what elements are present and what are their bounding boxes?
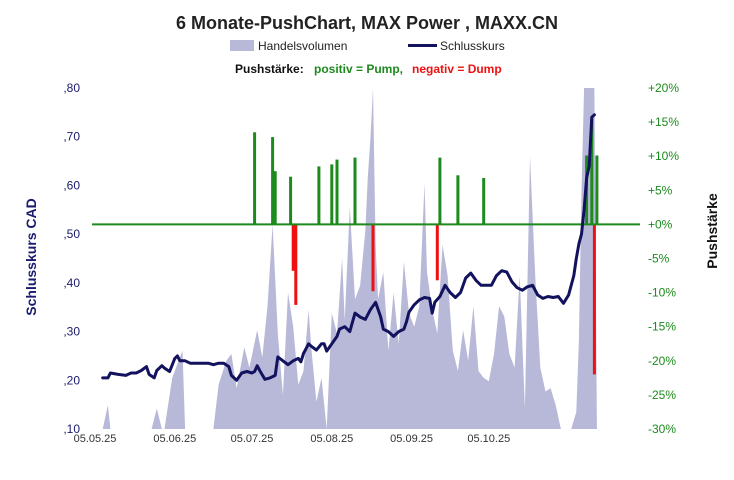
x-tick-label: 05.05.25 — [74, 433, 117, 445]
right-axis-ticks: +20% +15% +10% +5% +0% -5% -10% -15% -20% -25% -30… — [648, 81, 679, 436]
close-line-layer — [101, 113, 596, 382]
legend-push-prefix: Pushstärke: — [235, 62, 304, 76]
push-bar-5 — [294, 224, 298, 305]
legend-volume-label: Handelsvolumen — [258, 39, 347, 53]
push-bar-3 — [289, 176, 293, 225]
x-tick-label: 05.08.25 — [310, 433, 353, 445]
push-bar-13 — [456, 175, 460, 225]
legend-push-positive: positiv = Pump, — [314, 62, 403, 76]
left-tick-label: ,50 — [63, 227, 80, 241]
right-tick-label: -25% — [648, 388, 676, 402]
y-axis-right-label: Pushstärke — [704, 193, 720, 269]
legend-volume-swatch — [230, 40, 254, 51]
right-tick-label: -5% — [648, 252, 670, 266]
right-tick-label: -30% — [648, 422, 676, 436]
right-tick-label: +5% — [648, 183, 673, 197]
right-tick-label: -15% — [648, 320, 676, 334]
push-bar-8 — [335, 159, 339, 225]
right-tick-label: -20% — [648, 354, 676, 368]
push-bar-14 — [482, 178, 486, 225]
legend-close-label: Schlusskurs — [440, 39, 505, 53]
push-bar-2 — [273, 171, 277, 225]
push-bar-17 — [592, 224, 596, 375]
left-axis-ticks: ,80 ,70 ,60 ,50 ,40 ,30 ,20 ,10 — [63, 81, 80, 436]
x-tick-label: 05.10.25 — [467, 433, 510, 445]
x-tick-label: 05.07.25 — [231, 433, 274, 445]
legend-push-negative: negativ = Dump — [412, 62, 502, 76]
push-bar-10 — [371, 224, 375, 292]
push-bar-7 — [330, 164, 334, 225]
push-bar-12 — [438, 157, 442, 225]
right-tick-label: +0% — [648, 217, 673, 231]
left-tick-label: ,20 — [63, 373, 80, 387]
close-price-line — [101, 113, 596, 382]
volume-area — [102, 88, 597, 429]
push-bar-6 — [317, 166, 321, 225]
x-tick-label: 05.06.25 — [153, 433, 196, 445]
push-bar-4 — [291, 224, 295, 271]
left-tick-label: ,70 — [63, 130, 80, 144]
push-bar-9 — [353, 157, 357, 225]
right-tick-label: +20% — [648, 81, 679, 95]
left-tick-label: ,60 — [63, 178, 80, 192]
right-tick-label: +10% — [648, 149, 679, 163]
push-bar-1 — [271, 137, 275, 225]
push-bar-18 — [595, 155, 599, 225]
push-bar-0 — [253, 132, 257, 225]
left-tick-label: ,80 — [63, 81, 80, 95]
legend: Handelsvolumen Schlusskurs Pushstärke: p… — [230, 39, 505, 76]
x-tick-label: 05.09.25 — [390, 433, 433, 445]
push-bar-16 — [590, 118, 594, 225]
push-bar-11 — [435, 224, 439, 281]
volume-area-layer — [102, 88, 597, 429]
left-tick-label: ,30 — [63, 325, 80, 339]
right-tick-label: -10% — [648, 286, 676, 300]
y-axis-left-label: Schlusskurs CAD — [23, 198, 39, 315]
x-axis-ticks: 05.05.25 05.06.25 05.07.25 05.08.25 05.09.25… — [74, 433, 511, 445]
right-tick-label: +15% — [648, 115, 679, 129]
left-tick-label: ,40 — [63, 276, 80, 290]
left-tick-label: ,10 — [63, 422, 80, 436]
chart-title: 6 Monate-PushChart, MAX Power , MAXX.CN — [176, 13, 558, 33]
